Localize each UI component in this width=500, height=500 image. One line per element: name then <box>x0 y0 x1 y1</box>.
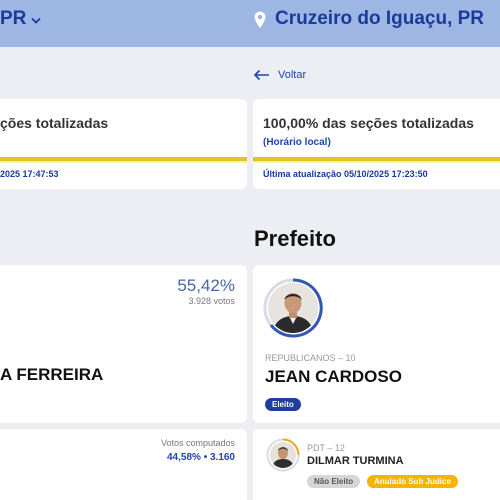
winner-name: JEAN CARDOSO <box>265 367 402 386</box>
winner-card[interactable]: REPUBLICANOS – 10 JEAN CARDOSO Eleito <box>253 265 500 423</box>
left-header-title[interactable]: PR <box>0 8 27 29</box>
left-candidate-percent: 55,42% <box>177 276 235 295</box>
totalization-card: 100,00% das seções totalizadas (Horário … <box>253 99 500 189</box>
runner-up-card[interactable]: PDT – 12 DILMAR TURMINA Não Eleito Anula… <box>253 429 500 500</box>
local-time-note: (Horário local) <box>263 137 331 148</box>
right-header: Cruzeiro do Iguaçu, PR <box>251 0 500 47</box>
totalization-progress-bar <box>253 157 500 163</box>
runner-up-avatar <box>270 442 296 468</box>
last-update: Última atualização 05/10/2025 17:23:50 <box>263 169 428 179</box>
winner-avatar <box>268 283 318 333</box>
municipality-title[interactable]: Cruzeiro do Iguaçu, PR <box>275 8 485 29</box>
left-totalization-card: ções totalizadas 2025 17:47:53 <box>0 99 247 189</box>
office-heading: Prefeito <box>254 226 336 251</box>
annulled-sub-judice-badge: Anulado Sub Judice <box>367 475 458 488</box>
runner-up-name: DILMAR TURMINA <box>307 455 404 467</box>
left-computed-value: 44,58% • 3.160 <box>167 452 235 463</box>
left-progress-bar <box>0 157 247 163</box>
left-last-update: 2025 17:47:53 <box>0 169 59 179</box>
left-candidate-card[interactable]: 55,42% 3.928 votos A FERREIRA <box>0 265 247 423</box>
left-computed-label: Votos computados <box>160 438 235 448</box>
winner-party: REPUBLICANOS – 10 <box>265 353 356 363</box>
left-results-panel: PR ções totalizadas 2025 17:47:53 55,42%… <box>0 0 251 500</box>
location-pin-icon <box>254 11 266 28</box>
avatar-progress-ring <box>263 278 323 338</box>
elected-badge: Eleito <box>265 398 301 411</box>
arrow-left-icon <box>253 69 269 81</box>
runner-up-party: PDT – 12 <box>307 443 345 453</box>
left-candidate-name: A FERREIRA <box>0 365 104 384</box>
chevron-down-icon[interactable] <box>31 17 41 25</box>
runner-up-progress-ring <box>266 438 300 472</box>
left-candidate-votes: 3.928 votos <box>188 296 235 306</box>
left-computed-card[interactable]: Votos computados 44,58% • 3.160 <box>0 429 247 500</box>
not-elected-badge: Não Eleito <box>307 475 361 488</box>
right-results-panel: Cruzeiro do Iguaçu, PR Voltar 100,00% da… <box>251 0 500 500</box>
left-header: PR <box>0 0 251 47</box>
totalization-title: 100,00% das seções totalizadas <box>263 115 474 131</box>
back-link[interactable]: Voltar <box>251 67 321 85</box>
back-label: Voltar <box>278 69 307 81</box>
left-totalization-title: ções totalizadas <box>0 115 109 131</box>
